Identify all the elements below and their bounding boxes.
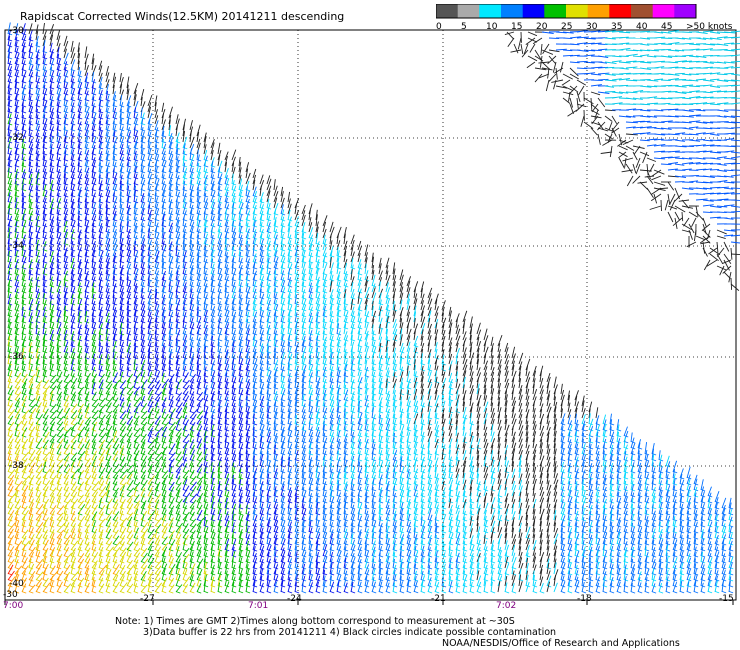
legend-swatch — [544, 4, 567, 18]
legend-tick-label: 25 — [561, 22, 572, 32]
map-title: Rapidscat Corrected Winds(12.5KM) 201412… — [20, 10, 345, 23]
note-line-1: Note: 1) Times are GMT 2)Times along bot… — [115, 616, 515, 627]
lat-label-36: -36 — [9, 352, 24, 362]
lon-label-21: -21 — [431, 594, 446, 604]
legend-tick-label: 45 — [661, 22, 672, 32]
legend-swatch — [436, 4, 459, 18]
lon-label-27: -27 — [140, 594, 155, 604]
legend-tick-label: 40 — [636, 22, 648, 32]
lat-label-32: -32 — [9, 133, 24, 143]
wind-barb-swath — [7, 22, 734, 594]
legend-tick-label: 15 — [511, 22, 522, 32]
note-line-2: 3)Data buffer is 22 hrs from 20141211 4)… — [143, 627, 557, 638]
legend-tick-label: 10 — [486, 22, 498, 32]
legend-swatch — [522, 4, 545, 18]
time-label-702: 7:02 — [496, 601, 517, 611]
legend-swatch — [631, 4, 654, 18]
legend-tick-label: 30 — [586, 22, 598, 32]
legend-tick-label: 5 — [461, 22, 467, 32]
lon-label-18: -18 — [577, 594, 592, 604]
wind-speed-legend: 0 5 10 15 20 25 30 35 40 45 >50 knots — [436, 4, 733, 32]
lat-lon-grid — [5, 30, 736, 600]
lon-label-15: -15 — [719, 594, 734, 604]
legend-swatch — [652, 4, 675, 18]
legend-tick-label: 35 — [611, 22, 622, 32]
legend-swatch — [674, 4, 697, 18]
credit-line: NOAA/NESDIS/Office of Research and Appli… — [442, 638, 680, 649]
legend-swatch — [457, 4, 480, 18]
legend-swatch — [587, 4, 610, 18]
lat-label-38: -38 — [9, 461, 24, 471]
legend-tick-label: >50 knots — [686, 22, 733, 32]
legend-tick-label: 20 — [536, 22, 548, 32]
time-label-701: 7:01 — [248, 601, 269, 611]
legend-swatch — [609, 4, 632, 18]
lat-label-30: -30 — [9, 26, 24, 36]
legend-frame — [436, 4, 697, 19]
lat-label-40: -40 — [9, 579, 24, 589]
legend-swatch — [479, 4, 502, 18]
corner-lat-label: -30 — [3, 590, 18, 600]
time-label-700: 7:00 — [3, 601, 24, 611]
legend-tick-label: 0 — [436, 22, 442, 32]
legend-swatch — [501, 4, 524, 18]
wind-barb-swath-northeast — [504, 29, 740, 291]
lon-label-24: -24 — [287, 594, 302, 604]
tick-marks — [4, 600, 734, 605]
lat-label-34: -34 — [9, 241, 24, 251]
legend-swatch — [566, 4, 589, 18]
